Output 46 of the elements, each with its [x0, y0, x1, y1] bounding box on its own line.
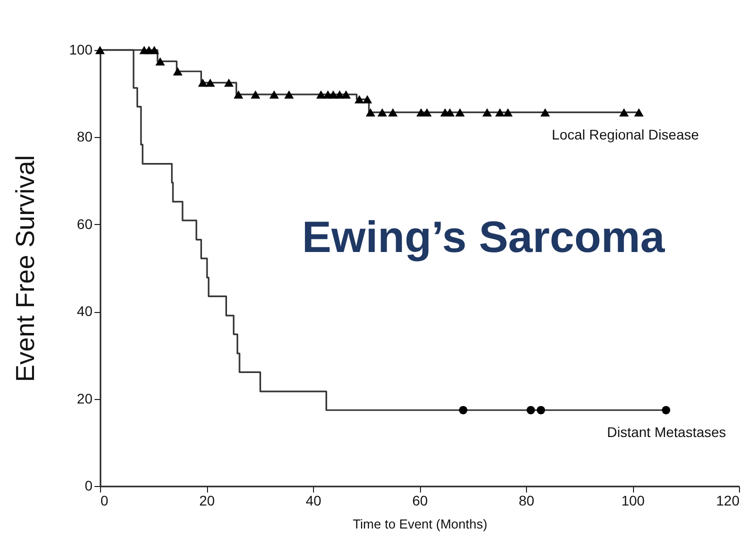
x-tick-label: 40	[306, 492, 322, 508]
point	[234, 90, 244, 99]
point	[662, 406, 670, 414]
text: Ewing’s Sarcoma	[302, 213, 666, 262]
point	[536, 406, 546, 414]
point	[540, 108, 550, 116]
x-tick-label: 100	[621, 492, 645, 508]
point	[316, 90, 326, 99]
y-tick-label: 60	[76, 216, 93, 232]
point	[341, 90, 351, 99]
point	[284, 90, 294, 99]
point	[619, 108, 629, 116]
y-axis-title: Event Free Survival	[10, 155, 40, 382]
point	[366, 108, 376, 116]
point	[155, 57, 165, 66]
y-tick-label: 20	[76, 390, 93, 406]
y-tick-label: 40	[76, 303, 93, 320]
point	[362, 95, 372, 104]
y-tick-label: 80	[76, 128, 93, 145]
x-tick-label: 0	[100, 492, 108, 508]
point	[377, 108, 387, 116]
x-tick-label: 60	[412, 492, 428, 508]
point	[173, 67, 182, 76]
y-tick-label: 0	[84, 478, 93, 494]
point	[205, 78, 215, 87]
y-tick-label: 100	[69, 42, 93, 58]
point	[526, 406, 535, 414]
point	[250, 90, 260, 99]
point	[198, 78, 208, 87]
point	[503, 108, 513, 116]
x-tick-label: 80	[518, 492, 534, 508]
series-label: Distant Metastases	[606, 424, 726, 440]
x-tick-label: 20	[199, 492, 215, 508]
point	[150, 46, 160, 54]
point	[458, 406, 468, 414]
x-axis-title: Time to Event (Months)	[352, 516, 488, 532]
point	[495, 108, 505, 116]
point	[269, 90, 279, 99]
series-label: Local Regional Disease	[552, 126, 700, 142]
x-tick-label: 120	[716, 492, 740, 508]
point	[634, 108, 644, 116]
point	[455, 108, 465, 116]
point	[224, 78, 234, 87]
point	[482, 108, 492, 116]
point	[388, 108, 398, 116]
point	[354, 95, 364, 104]
